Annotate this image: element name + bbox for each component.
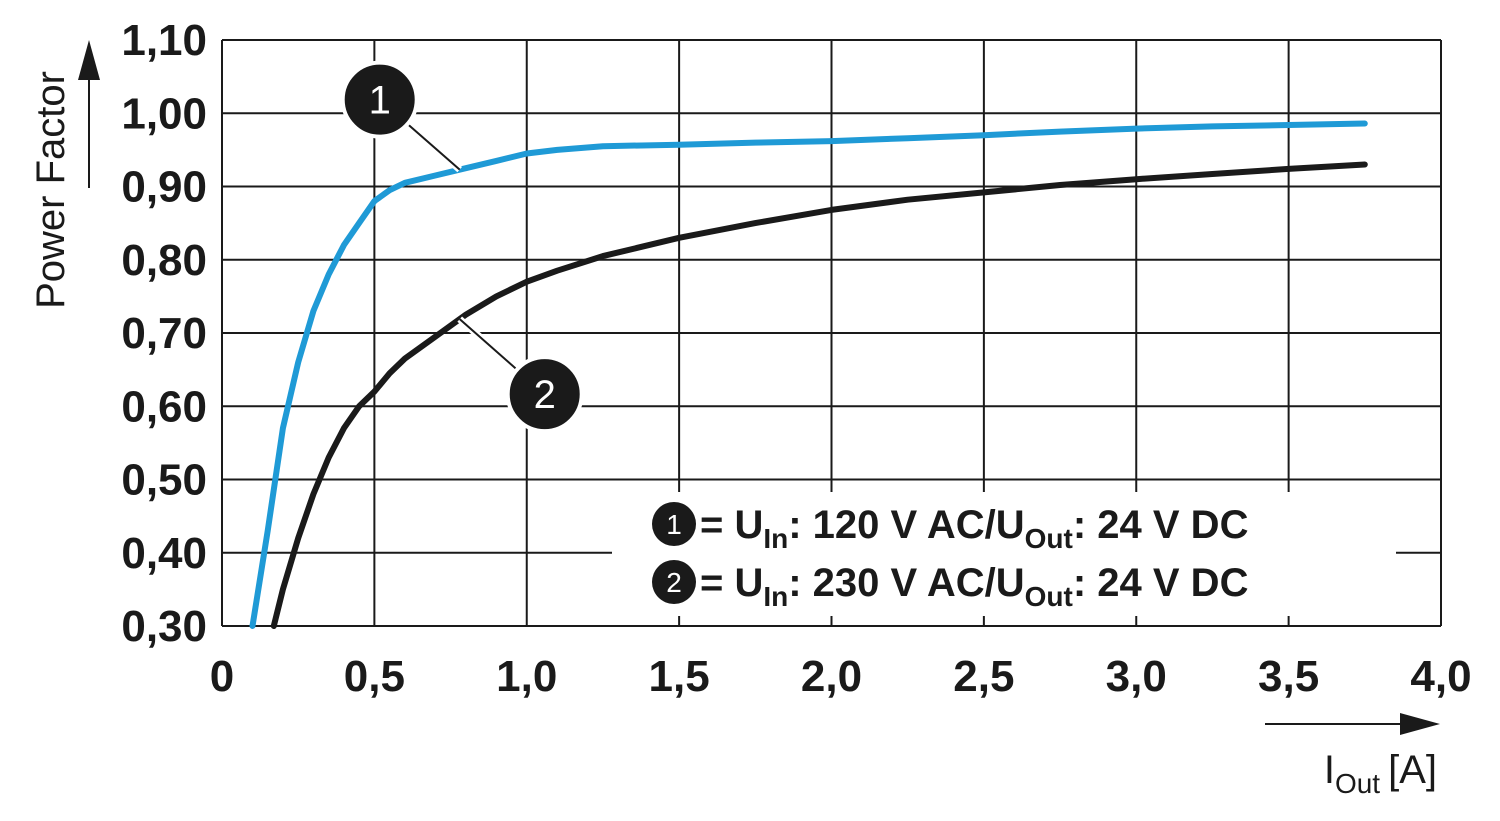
x-axis-title-group: IOut [A] [1265, 713, 1440, 799]
legend-text-1: = UIn: 120 V AC/UOut: 24 V DC [700, 503, 1248, 554]
y-tick-label: 0,60 [121, 382, 207, 431]
x-tick-label: 0,5 [344, 652, 405, 701]
callout-2: 2 [457, 316, 584, 434]
legend-text-2-mid: : 230 V AC/U [788, 561, 1024, 605]
legend-text-1-mid: : 120 V AC/U [788, 503, 1024, 547]
x-tick-label: 3,0 [1106, 652, 1167, 701]
y-axis-arrow-icon [78, 40, 100, 80]
y-tick-label: 0,50 [121, 456, 207, 505]
y-tick-label: 0,40 [121, 529, 207, 578]
callout-marker [505, 355, 584, 434]
x-tick-label: 3,5 [1258, 652, 1319, 701]
legend-text-1-end: : 24 V DC [1073, 503, 1249, 547]
callout-marker [340, 60, 419, 139]
legend-text-2-sub-out: Out [1025, 581, 1073, 612]
y-tick-label: 1,10 [121, 16, 207, 65]
y-tick-label: 0,70 [121, 309, 207, 358]
x-axis-title-main: I [1324, 748, 1335, 792]
y-axis-title: Power Factor [29, 71, 73, 309]
legend-marker-1-label: 1 [666, 509, 682, 540]
callout-marker-label: 1 [369, 79, 391, 123]
y-tick-labels: 0,30 0,40 0,50 0,60 0,70 0,80 0,90 1,00 1,10 [121, 16, 207, 651]
legend-text-2: = UIn: 230 V AC/UOut: 24 V DC [700, 561, 1248, 612]
x-tick-label: 2,0 [801, 652, 862, 701]
x-axis-title-sub: Out [1335, 768, 1380, 799]
series-line-1 [249, 120, 1368, 629]
series-lines [249, 120, 1368, 629]
callout-1: 1 [340, 60, 463, 173]
legend-text-2-end: : 24 V DC [1073, 561, 1249, 605]
y-tick-label: 0,80 [121, 236, 207, 285]
series-line-2 [270, 161, 1368, 629]
callout-marker-label: 2 [534, 373, 556, 417]
x-tick-label: 1,0 [496, 652, 557, 701]
legend-marker-2-label: 2 [666, 567, 682, 598]
x-tick-label: 4,0 [1410, 652, 1471, 701]
x-tick-label: 0 [210, 652, 234, 701]
y-tick-label: 1,00 [121, 89, 207, 138]
y-tick-label: 0,30 [121, 602, 207, 651]
legend: 1 = UIn: 120 V AC/UOut: 24 V DC 2 = UIn:… [612, 492, 1396, 616]
legend-text-1-eq: = U [700, 503, 763, 547]
x-axis-title: IOut [A] [1324, 748, 1437, 799]
legend-text-1-sub-out: Out [1025, 523, 1073, 554]
legend-marker-2 [652, 560, 696, 604]
y-tick-label: 0,90 [121, 163, 207, 212]
y-axis-title-group: Power Factor [29, 40, 100, 309]
x-tick-label: 1,5 [649, 652, 710, 701]
x-axis-title-unit: [A] [1388, 748, 1437, 792]
callouts: 12 [340, 60, 584, 434]
legend-text-2-eq: = U [700, 561, 763, 605]
legend-marker-1 [652, 502, 696, 546]
legend-text-1-sub-in: In [763, 523, 788, 554]
legend-text-2-sub-in: In [763, 581, 788, 612]
x-axis-arrow-icon [1400, 713, 1440, 735]
legend-item-1: 1 = UIn: 120 V AC/UOut: 24 V DC [652, 502, 1248, 554]
x-tick-labels: 0 0,5 1,0 1,5 2,0 2,5 3,0 3,5 4,0 [210, 652, 1472, 701]
legend-item-2: 2 = UIn: 230 V AC/UOut: 24 V DC [652, 560, 1248, 612]
legend-background [612, 492, 1396, 616]
x-tick-label: 2,5 [953, 652, 1014, 701]
